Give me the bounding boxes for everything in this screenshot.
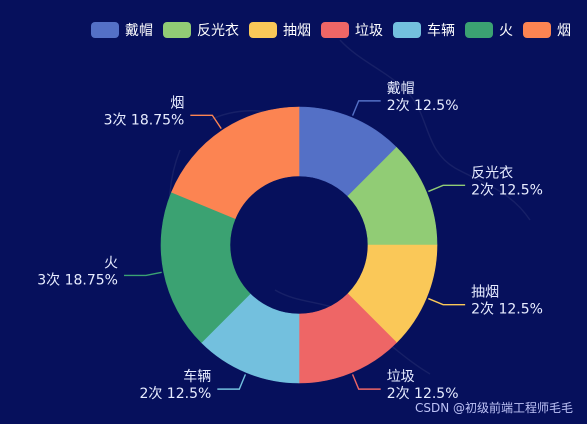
slice-label-value-5: 3次 18.75% (37, 272, 118, 288)
legend-item-2[interactable]: 抽烟 (249, 20, 311, 40)
leader-lines (123, 100, 466, 390)
leader-line-0 (351, 100, 381, 116)
slice-label-name-1: 反光衣 (471, 165, 513, 181)
slice-label-name-3: 垃圾 (387, 369, 415, 385)
legend-item-5[interactable]: 火 (465, 20, 513, 40)
slice-label-name-5: 火 (104, 255, 118, 271)
leader-line-6 (190, 114, 222, 129)
slice-label-name-2: 抽烟 (471, 285, 499, 301)
legend-label: 反光衣 (197, 23, 239, 39)
donut-slices (160, 106, 438, 384)
slice-label-value-3: 2次 12.5% (387, 386, 459, 402)
legend-item-4[interactable]: 车辆 (393, 20, 455, 40)
legend-swatch (523, 22, 551, 38)
slice-label-name-6: 烟 (170, 95, 184, 111)
legend-item-6[interactable]: 烟 (523, 20, 571, 40)
slice-label-value-1: 2次 12.5% (471, 182, 543, 198)
slice-label-value-4: 2次 12.5% (139, 386, 211, 402)
watermark-text: CSDN @初级前端工程师毛毛 (414, 401, 573, 415)
slice-label-value-2: 2次 12.5% (471, 302, 543, 318)
legend-swatch (393, 22, 421, 38)
slice-label-value-6: 3次 18.75% (104, 112, 185, 128)
slice-label-value-0: 2次 12.5% (387, 98, 459, 114)
donut-slice-5[interactable] (160, 191, 251, 344)
legend-label: 烟 (557, 23, 571, 39)
legend-label: 车辆 (427, 23, 455, 39)
legend-label: 戴帽 (125, 23, 153, 39)
legend-swatch (465, 22, 493, 38)
legend: 戴帽 反光衣 抽烟 垃圾 车辆 火 烟 (91, 20, 571, 40)
legend-swatch (91, 22, 119, 38)
legend-item-1[interactable]: 反光衣 (163, 20, 239, 40)
slice-label-name-4: 车辆 (183, 368, 211, 385)
slice-label-name-0: 戴帽 (387, 81, 415, 97)
legend-label: 垃圾 (355, 23, 383, 39)
legend-swatch (163, 22, 191, 38)
leader-line-5 (123, 271, 162, 277)
donut-slice-6[interactable] (171, 106, 300, 219)
leader-line-4 (217, 374, 247, 390)
legend-label: 火 (499, 23, 513, 39)
leader-line-2 (428, 297, 466, 306)
legend-swatch (321, 22, 349, 38)
legend-item-0[interactable]: 戴帽 (91, 20, 153, 40)
leader-line-1 (428, 184, 466, 193)
leader-line-3 (351, 374, 381, 390)
legend-swatch (249, 22, 277, 38)
legend-item-3[interactable]: 垃圾 (321, 20, 383, 40)
legend-label: 抽烟 (283, 23, 311, 39)
